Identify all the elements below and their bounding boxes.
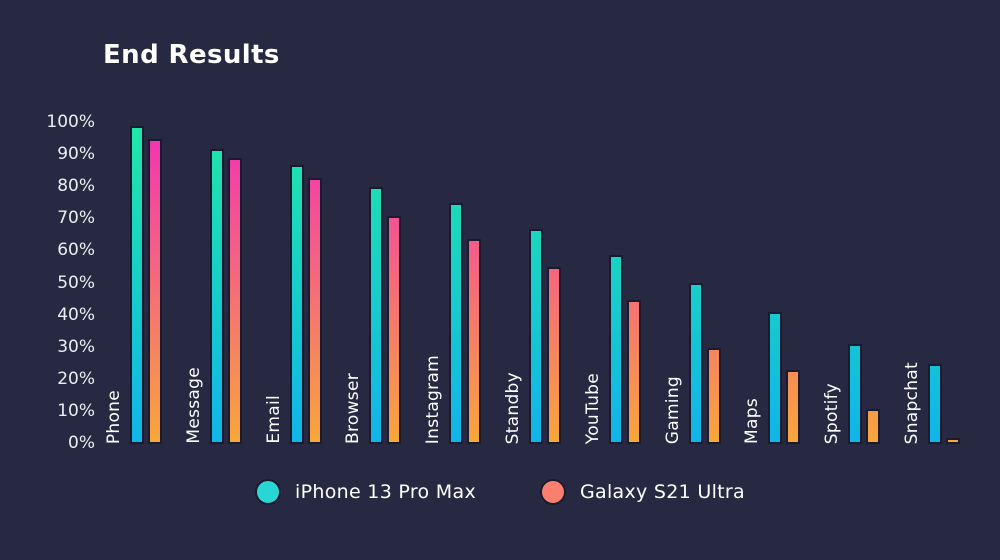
bar-iphone-13-pro-max-email [289, 165, 304, 444]
bar-group-phone: Phone [104, 126, 162, 444]
bar-galaxy-s21-ultra-maps [786, 370, 801, 444]
bar-group-snapchat: Snapchat [902, 362, 960, 444]
legend-label-iphone-13-pro-max: iPhone 13 Pro Max [295, 481, 476, 503]
bar-galaxy-s21-ultra-standby [546, 267, 561, 444]
y-tick-20: 20% [57, 368, 95, 389]
legend-item-galaxy-s21-ultra: Galaxy S21 Ultra [539, 479, 745, 505]
category-label-youtube: YouTube [582, 372, 603, 444]
bar-galaxy-s21-ultra-email [307, 178, 322, 444]
category-label-gaming: Gaming [662, 375, 683, 444]
legend-dot-iphone-13-pro-max [255, 479, 282, 505]
bar-group-email: Email [264, 165, 322, 444]
bar-group-message: Message [184, 149, 242, 444]
bar-galaxy-s21-ultra-phone [148, 139, 162, 444]
y-tick-80: 80% [57, 176, 95, 197]
category-label-browser: Browser [343, 373, 364, 444]
bar-galaxy-s21-ultra-browser [387, 216, 402, 444]
bar-group-maps: Maps [742, 312, 801, 444]
bar-iphone-13-pro-max-instagram [449, 203, 464, 444]
y-tick-40: 40% [57, 304, 95, 325]
bar-group-youtube: YouTube [583, 255, 641, 444]
bar-iphone-13-pro-max-message [209, 149, 224, 444]
category-label-standby: Standby [502, 371, 523, 444]
bar-groups: Phone Message Email Browser Instagram Standby… [104, 123, 960, 444]
bar-galaxy-s21-ultra-snapchat [945, 438, 960, 444]
category-label-snapchat: Snapchat [901, 361, 922, 444]
y-tick-70: 70% [57, 208, 95, 229]
chart-title: End Results [103, 40, 280, 70]
bar-group-instagram: Instagram [423, 203, 482, 444]
bar-group-browser: Browser [343, 187, 402, 444]
legend-item-iphone-13-pro-max: iPhone 13 Pro Max [255, 479, 476, 505]
bar-group-spotify: Spotify [822, 344, 881, 444]
bar-iphone-13-pro-max-youtube [608, 255, 623, 444]
category-label-email: Email [263, 395, 284, 444]
bar-group-gaming: Gaming [663, 283, 721, 444]
category-label-spotify: Spotify [822, 382, 843, 444]
bar-group-standby: Standby [503, 229, 561, 444]
bar-galaxy-s21-ultra-spotify [866, 409, 881, 444]
legend-dot-galaxy-s21-ultra [539, 479, 566, 505]
bar-galaxy-s21-ultra-youtube [626, 300, 641, 444]
bar-galaxy-s21-ultra-instagram [467, 239, 482, 444]
bar-iphone-13-pro-max-browser [369, 187, 384, 444]
y-tick-60: 60% [57, 240, 95, 261]
legend: iPhone 13 Pro Max Galaxy S21 Ultra [0, 479, 1000, 505]
y-tick-0: 0% [68, 433, 95, 453]
bar-iphone-13-pro-max-maps [768, 312, 783, 444]
y-tick-50: 50% [57, 272, 95, 293]
category-label-maps: Maps [742, 398, 763, 444]
category-label-instagram: Instagram [423, 354, 444, 444]
bar-iphone-13-pro-max-spotify [848, 344, 863, 444]
bar-iphone-13-pro-max-snapchat [927, 364, 942, 444]
bar-iphone-13-pro-max-standby [528, 229, 543, 444]
category-label-phone: Phone [104, 389, 124, 444]
bar-iphone-13-pro-max-gaming [688, 283, 703, 444]
y-tick-30: 30% [57, 336, 95, 357]
bar-galaxy-s21-ultra-message [227, 158, 242, 444]
bar-galaxy-s21-ultra-gaming [706, 348, 721, 444]
bar-iphone-13-pro-max-phone [130, 126, 144, 444]
category-label-message: Message [183, 367, 204, 444]
y-tick-90: 90% [57, 144, 95, 165]
legend-label-galaxy-s21-ultra: Galaxy S21 Ultra [579, 481, 745, 503]
y-tick-10: 10% [57, 400, 95, 421]
y-tick-100: 100% [46, 112, 95, 132]
